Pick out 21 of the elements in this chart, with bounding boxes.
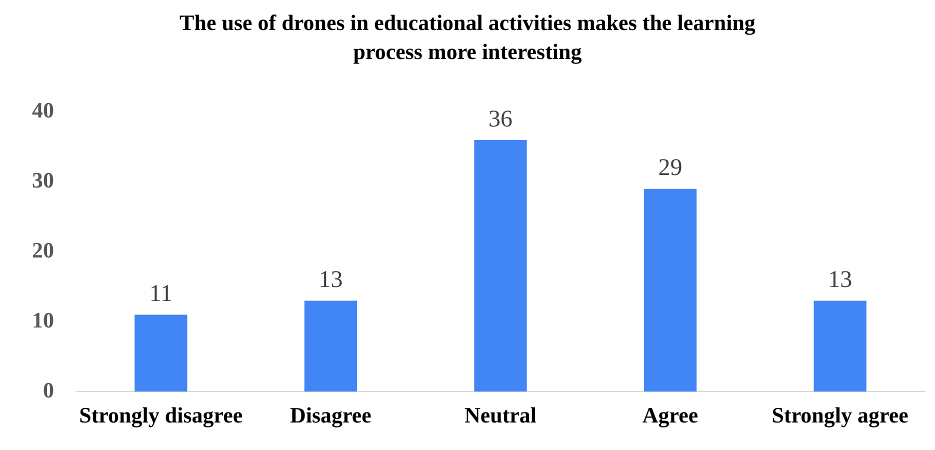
x-tick-label: Agree bbox=[642, 402, 698, 428]
data-label: 13 bbox=[318, 267, 343, 294]
bar bbox=[474, 140, 527, 392]
bar bbox=[304, 300, 358, 392]
x-tick-label: Strongly agree bbox=[772, 402, 909, 428]
bar bbox=[814, 300, 866, 392]
x-tick-label: Neutral bbox=[464, 402, 537, 428]
data-label: 13 bbox=[828, 267, 852, 294]
x-tick-label: Strongly disagree bbox=[79, 402, 243, 428]
y-tick-label: 20 bbox=[32, 237, 54, 262]
y-tick-label: 10 bbox=[32, 307, 54, 332]
data-label: 36 bbox=[488, 106, 512, 132]
data-label: 29 bbox=[658, 155, 682, 182]
bar bbox=[644, 188, 697, 392]
x-tick-label: Disagree bbox=[290, 402, 372, 428]
y-tick-label: 30 bbox=[32, 168, 54, 193]
y-tick-label: 40 bbox=[32, 98, 54, 123]
chart-title: The use of drones in educational activities makes the learning process more interesting bbox=[178, 9, 756, 66]
data-label: 11 bbox=[149, 281, 172, 308]
y-tick-label: 0 bbox=[43, 377, 54, 402]
bar bbox=[134, 314, 188, 392]
